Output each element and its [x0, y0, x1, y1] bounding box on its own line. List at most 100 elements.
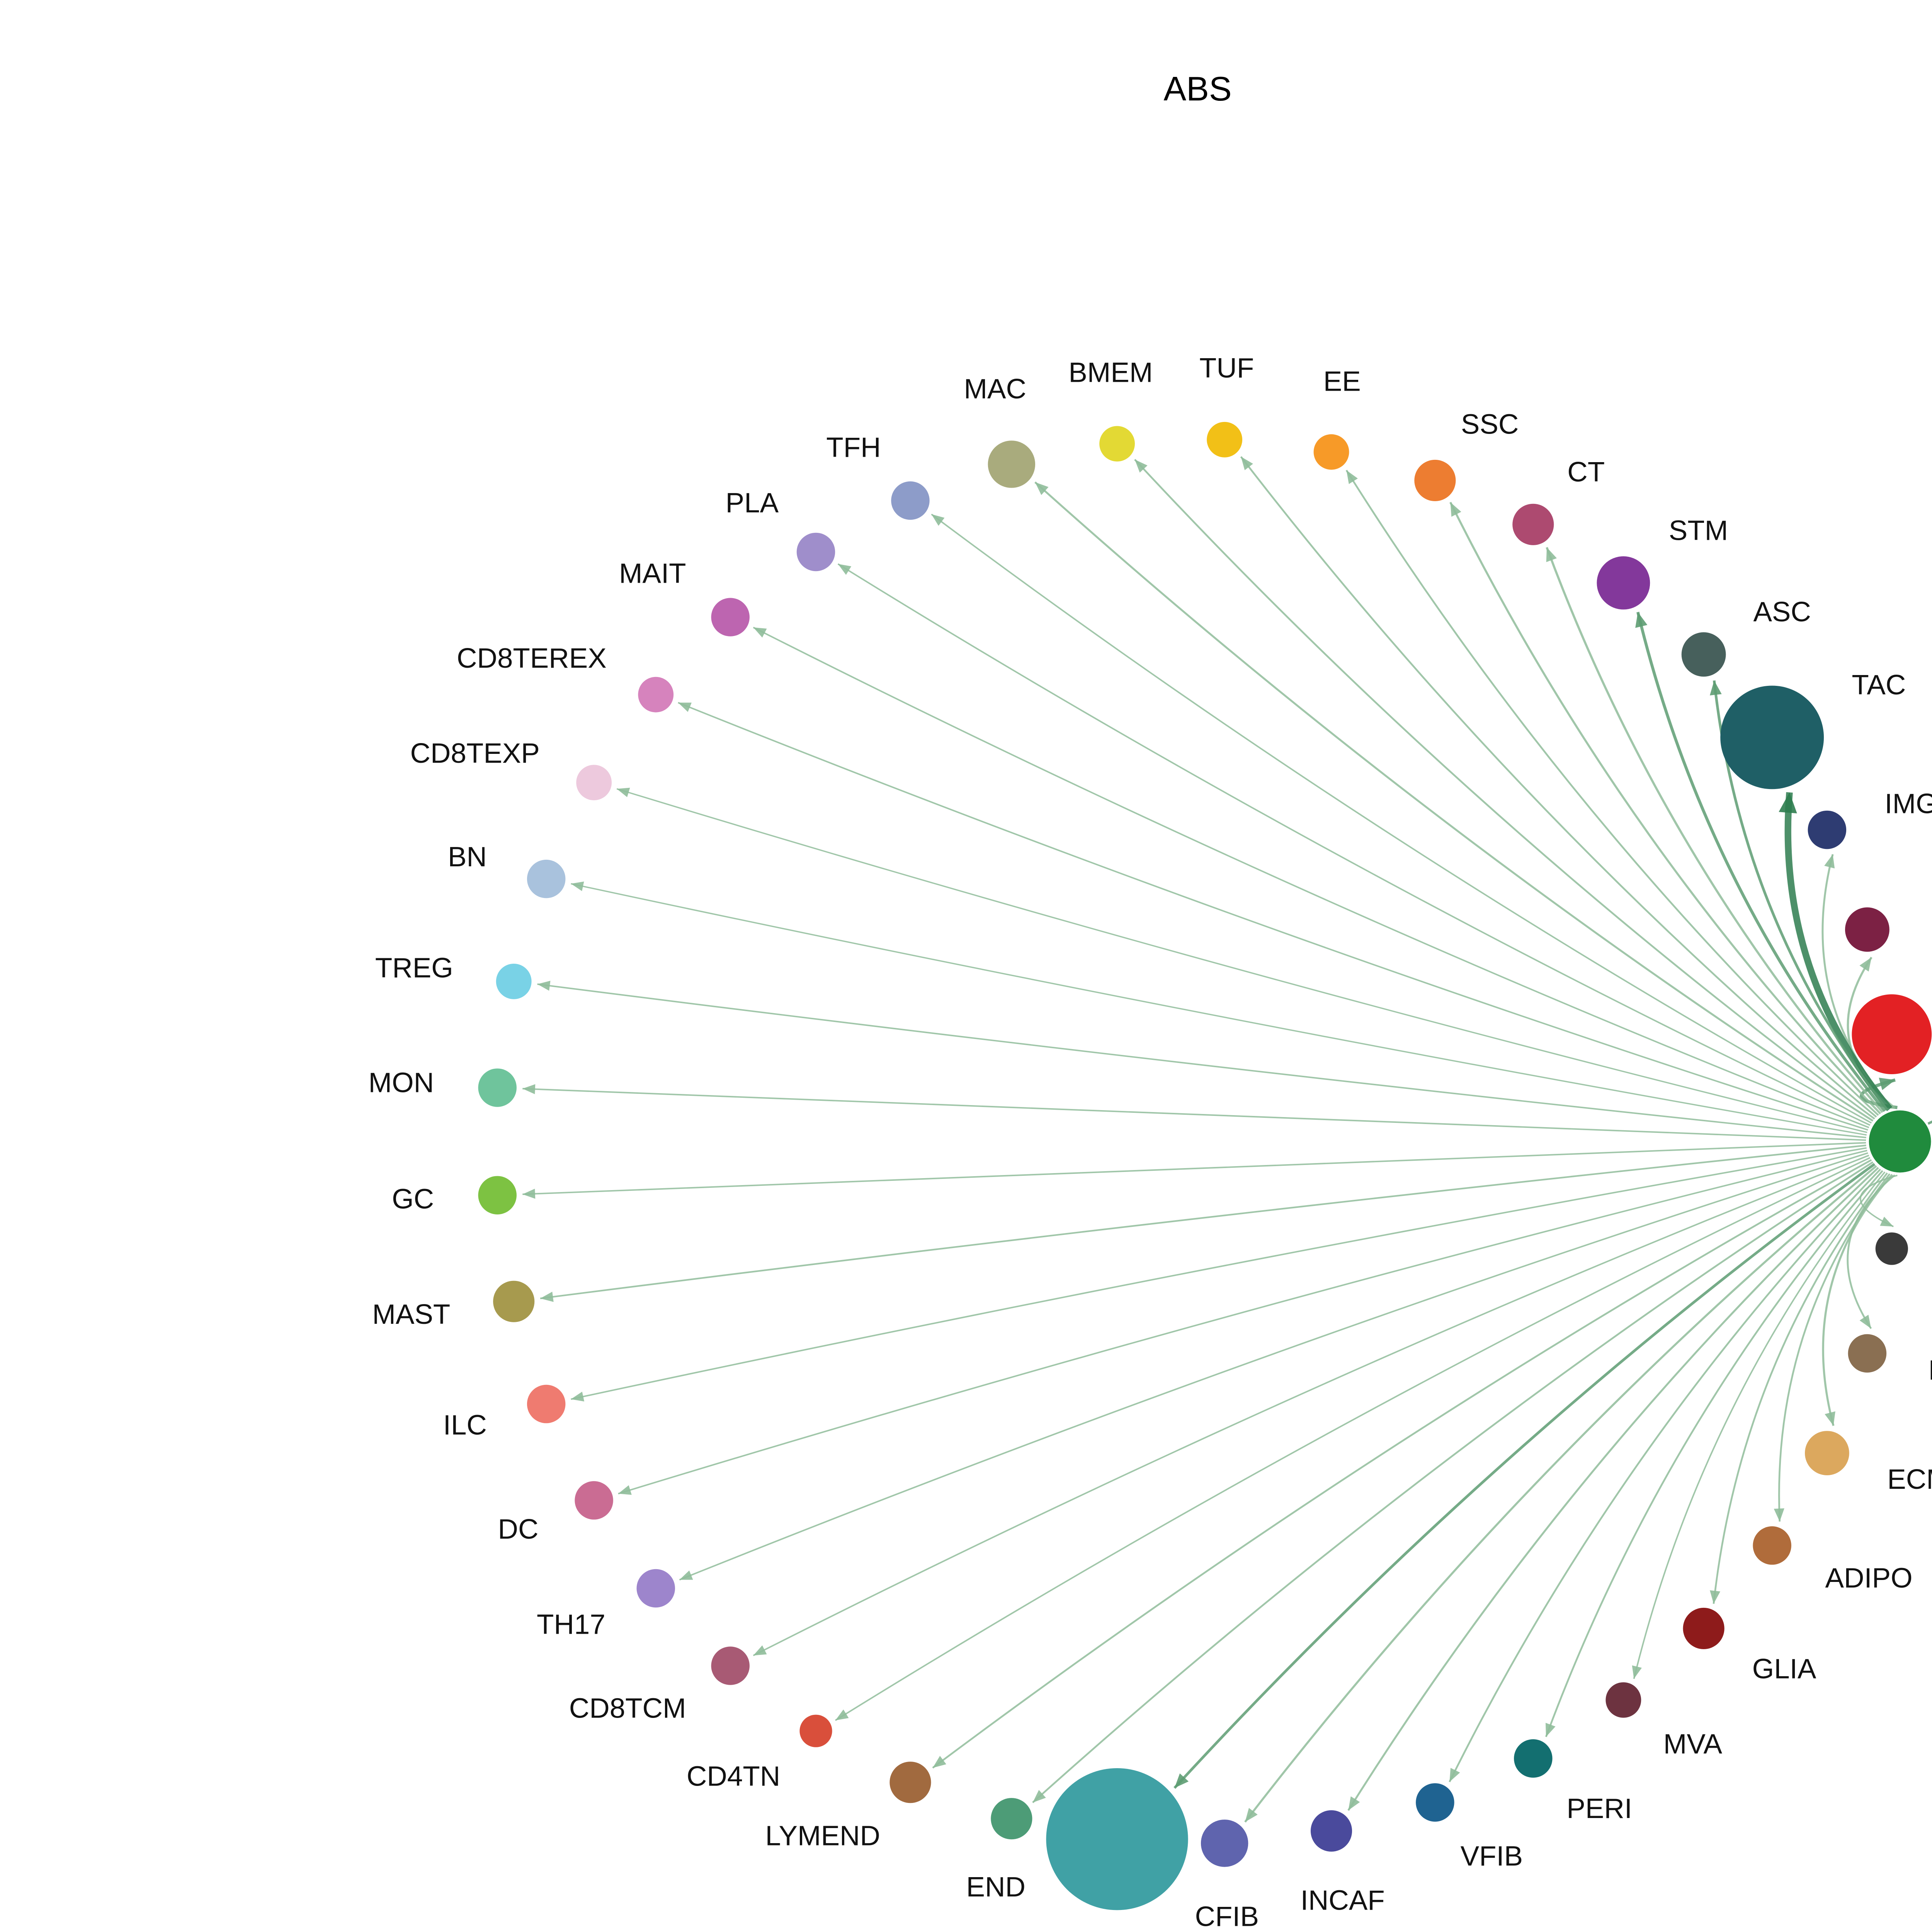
arrowhead-BMEM: [1134, 459, 1148, 473]
node-label-TREG: TREG: [375, 952, 453, 984]
node-ABS: [1869, 1110, 1931, 1173]
edge-ABS-TAC: [1784, 792, 1893, 1111]
node-label-TH17: TH17: [537, 1609, 605, 1640]
arrowhead-MAC: [1035, 482, 1049, 495]
arrowhead-ASC: [1709, 680, 1722, 696]
node-label-MAIT: MAIT: [619, 558, 686, 589]
node-MAIT: [711, 598, 750, 636]
node-label-CT: CT: [1567, 456, 1605, 488]
arrowhead-MVA: [1632, 1665, 1642, 1679]
node-DC: [575, 1481, 613, 1520]
edge-ABS-CD8TEREX: [678, 702, 1868, 1131]
node-label-CD8TCM: CD8TCM: [569, 1692, 686, 1724]
edge-ABS-ILC: [571, 1147, 1867, 1400]
edge-ABS-TUF: [1240, 456, 1877, 1118]
edge-ABS-MON: [522, 1088, 1866, 1141]
node-label-VFIB: VFIB: [1461, 1840, 1523, 1872]
node-label-TAC: TAC: [1852, 669, 1906, 701]
edge-ABS-CT: [1546, 547, 1884, 1113]
node-SSC: [1414, 459, 1456, 502]
node-label-GC: GC: [392, 1184, 434, 1215]
node-ADIPO: [1753, 1526, 1791, 1565]
node-TAC: [1720, 685, 1824, 789]
arrowhead-TREG: [537, 981, 551, 991]
node-label-LYMEND: LYMEND: [765, 1820, 881, 1851]
node-label-DC: DC: [498, 1514, 539, 1545]
edge-ABS-EE: [1345, 469, 1879, 1116]
node-MYOFIB: [1046, 1768, 1188, 1910]
arrowhead-PERI: [1545, 1723, 1556, 1737]
arrowhead-TFH: [931, 514, 945, 526]
node-VFIB: [1416, 1783, 1454, 1822]
arrowhead-CD4TN: [835, 1709, 849, 1721]
node-TREG: [496, 964, 532, 999]
node-GOB: [1852, 994, 1932, 1074]
edge-ABS-CFIB: [1244, 1165, 1877, 1823]
node-label-CD8TEXP: CD8TEXP: [410, 738, 540, 769]
arrowhead-CD8TEXP: [617, 787, 630, 797]
arrowhead-IMGOB: [1824, 854, 1835, 869]
nodes-layer: [478, 422, 1932, 1910]
arrowhead-CT: [1546, 547, 1557, 562]
node-label-PLA: PLA: [726, 487, 779, 519]
node-label-END: END: [966, 1871, 1026, 1903]
node-label-MON: MON: [369, 1067, 434, 1098]
node-MVA: [1605, 1682, 1641, 1718]
arrowhead-ECM: [1825, 1411, 1835, 1426]
node-label-SSC: SSC: [1461, 408, 1519, 440]
edge-ABS-BN: [571, 883, 1867, 1136]
arrowhead-MYOFIB: [1174, 1773, 1189, 1788]
node-PCV: [1875, 1232, 1908, 1265]
node-TFH: [891, 481, 930, 520]
arrowhead-CFIB: [1245, 1808, 1258, 1822]
node-IMGOB: [1808, 810, 1847, 849]
node-label-ICAF: ICAF: [1928, 1354, 1932, 1386]
arrowhead-SSC: [1450, 502, 1461, 517]
arrowhead-IMENT: [1859, 957, 1872, 972]
node-ECM: [1804, 1431, 1849, 1475]
arrowhead-PCV: [1880, 1216, 1894, 1227]
node-label-TFH: TFH: [826, 432, 881, 463]
edge-ABS-MVA: [1633, 1171, 1886, 1679]
node-label-IMGOB: IMGOB: [1884, 788, 1932, 819]
node-label-MAST: MAST: [372, 1299, 450, 1330]
node-label-BN: BN: [448, 841, 487, 872]
plot-title: ABS: [1163, 70, 1231, 108]
edge-ABS-CD8TEXP: [616, 788, 1867, 1133]
node-label-STM: STM: [1669, 515, 1728, 546]
edge-ABS-GLIA: [1713, 1172, 1888, 1604]
node-PERI: [1514, 1739, 1553, 1778]
arrowhead-MAST: [540, 1291, 554, 1302]
node-label-BMEM: BMEM: [1068, 357, 1153, 388]
node-LYMEND: [889, 1762, 931, 1803]
node-CD8TCM: [711, 1646, 750, 1685]
arrowhead-EE: [1346, 470, 1358, 484]
node-MAC: [988, 440, 1036, 488]
edge-ABS-MAIT: [753, 627, 1869, 1128]
arrowhead-VFIB: [1449, 1768, 1460, 1782]
arrowhead-MON: [522, 1084, 536, 1094]
arrowhead-PLA: [838, 564, 852, 575]
node-EE: [1313, 434, 1349, 470]
arrowhead-END: [1032, 1790, 1046, 1803]
node-TUF: [1207, 422, 1243, 457]
node-TH17: [636, 1569, 675, 1608]
node-label-INCAF: INCAF: [1301, 1884, 1385, 1916]
edge-ABS-LYMEND: [932, 1159, 1872, 1769]
edge-ABS-MAST: [540, 1145, 1866, 1299]
edge-ABS-TREG: [537, 983, 1866, 1138]
arrowhead-TUF: [1241, 456, 1253, 470]
edge-ABS-BMEM: [1134, 459, 1875, 1120]
node-GC: [478, 1176, 517, 1214]
edge-ABS-END: [1032, 1161, 1874, 1803]
node-INCAF: [1310, 1810, 1352, 1852]
labels-layer: ABSGOBIMENTIMGOBTACASCSTMCTSSCEETUFBMEMM…: [369, 352, 1932, 1932]
node-ASC: [1681, 632, 1726, 677]
edge-ABS-PCV: [1860, 1174, 1898, 1228]
node-CFIB: [1201, 1820, 1248, 1867]
node-CD4TN: [799, 1714, 832, 1747]
arrowhead-LYMEND: [932, 1756, 946, 1768]
node-label-ASC: ASC: [1753, 596, 1811, 628]
